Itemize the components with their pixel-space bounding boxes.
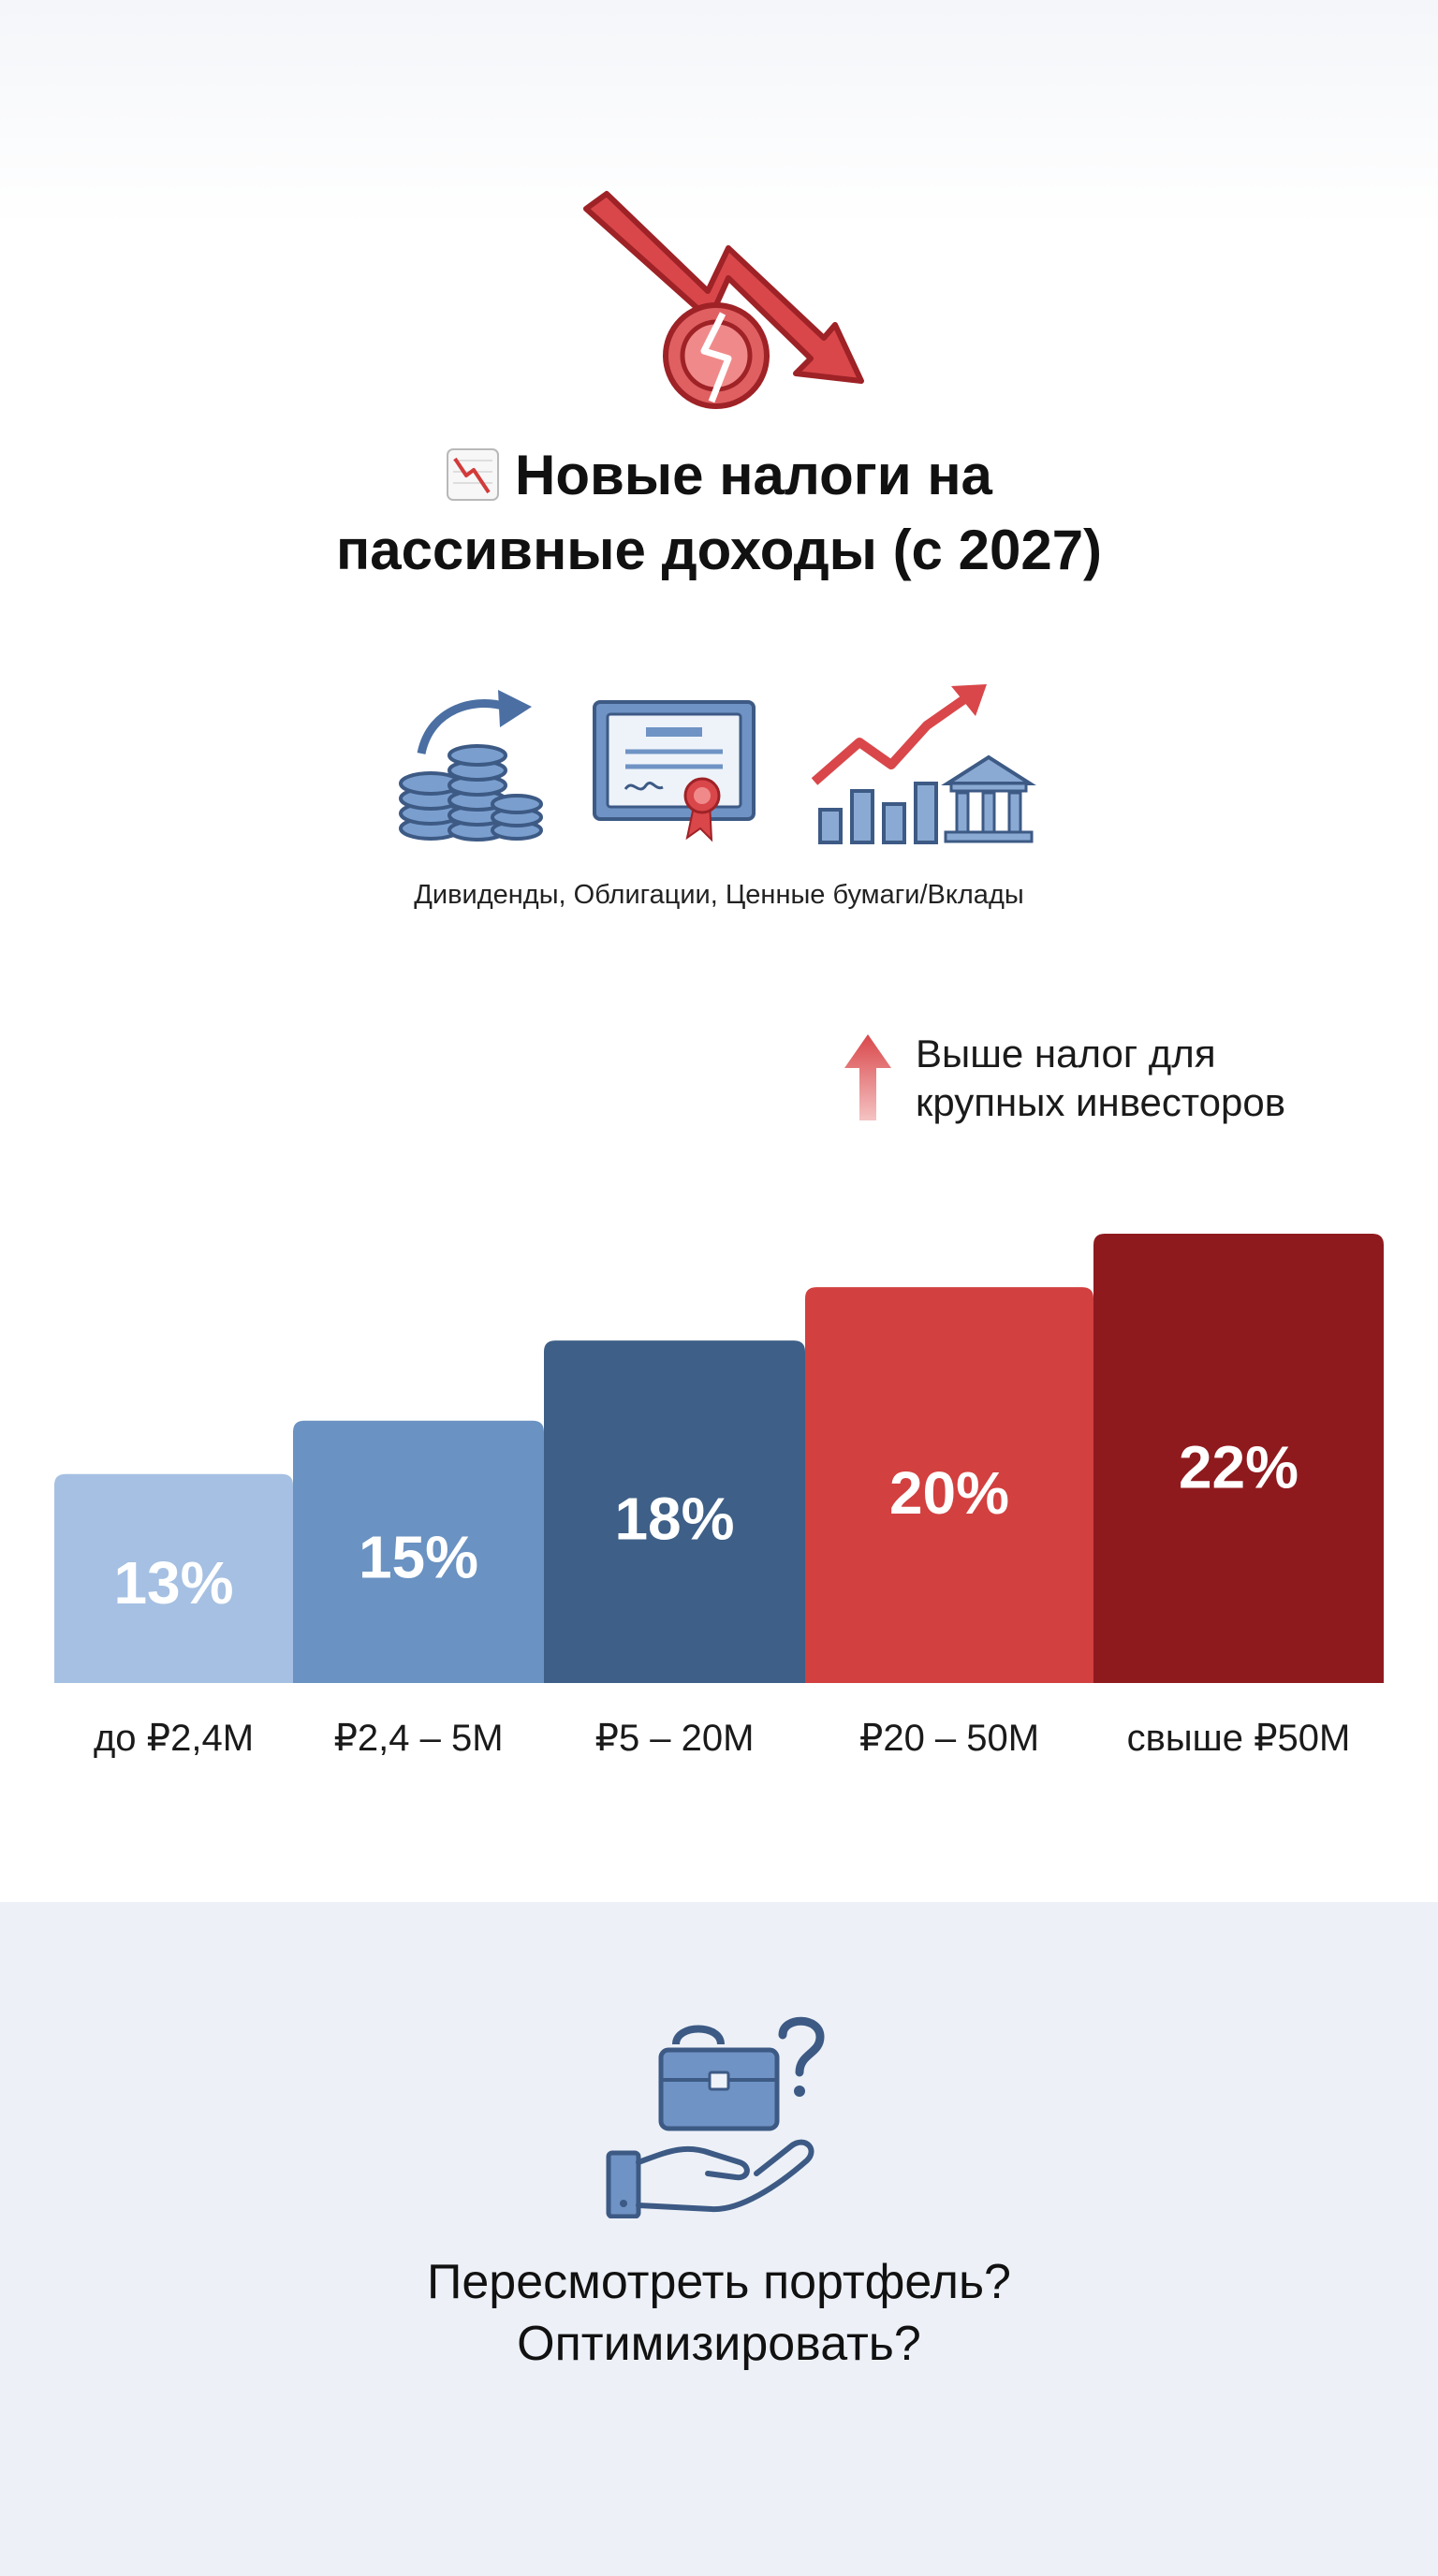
hand-briefcase-question-icon: [606, 2016, 825, 2218]
bar-1: [54, 1473, 293, 1683]
title-line-1: Новые налоги на: [515, 444, 992, 506]
bottom-section: [0, 1902, 1438, 2576]
bar-value-label-2: 15%: [359, 1523, 478, 1590]
category-label-2: ₽2,4 – 5М: [333, 1718, 503, 1759]
bar-value-label-4: 20%: [889, 1459, 1009, 1527]
bar-3: [544, 1340, 805, 1683]
note-line-2: крупных инвесторов: [916, 1080, 1286, 1124]
title-line-2: пассивные доходы (с 2027): [335, 519, 1103, 581]
tax-rate-bar-chart: 13% до ₽2,4М 15% ₽2,4 – 5М 18% ₽5 – 20М 20% ₽20…: [54, 1234, 1384, 1759]
bar-value-label-3: 18%: [614, 1485, 734, 1552]
arrow-up-icon: [844, 1034, 891, 1120]
bar-5: [1093, 1234, 1384, 1683]
bar-value-label-5: 22%: [1179, 1434, 1299, 1501]
category-label-3: ₽5 – 20М: [595, 1718, 755, 1759]
bar-value-label-1: 13%: [113, 1549, 233, 1617]
category-label-5: свыше ₽50М: [1127, 1718, 1351, 1759]
large-investor-note: Выше налог для крупных инвесторов: [916, 1030, 1421, 1127]
cta-question: Пересмотреть портфель? Оптимизировать?: [0, 2251, 1438, 2375]
category-label-4: ₽20 – 50М: [859, 1718, 1039, 1759]
chart-down-emoji-icon: [447, 448, 500, 501]
instruments-caption: Дивиденды, Облигации, Ценные бумаги/Вкла…: [414, 880, 1024, 910]
page-title: Новые налоги на пассивные доходы (с 2027…: [0, 438, 1438, 588]
cta-line-1: Пересмотреть портфель?: [427, 2255, 1011, 2309]
falling-arrow-broken-coin-icon: [583, 191, 864, 409]
bar-4: [805, 1287, 1093, 1683]
category-label-1: до ₽2,4М: [94, 1718, 254, 1759]
instrument-icons: [399, 684, 1036, 844]
coins-stack-icon: [399, 690, 543, 842]
growth-chart-bank-icon: [811, 684, 1036, 844]
certificate-icon: [593, 700, 756, 842]
cta-line-2: Оптимизировать?: [517, 2317, 921, 2371]
bar-2: [293, 1420, 544, 1683]
note-line-1: Выше налог для: [916, 1032, 1216, 1076]
